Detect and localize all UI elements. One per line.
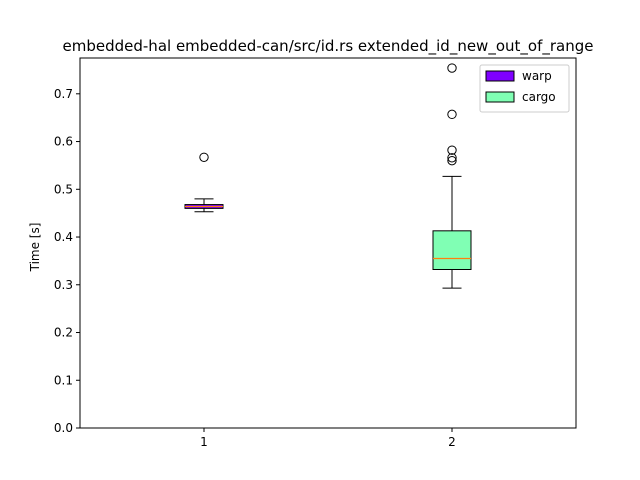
y-tick-label: 0.3 — [54, 278, 73, 292]
y-tick-label: 0.6 — [54, 135, 73, 149]
y-tick-label: 0.7 — [54, 87, 73, 101]
plot-area — [79, 57, 577, 429]
y-tick-label: 0.4 — [54, 230, 73, 244]
outlier-point — [447, 155, 457, 166]
x-tick-label: 1 — [200, 435, 208, 449]
outlier-point — [447, 153, 457, 163]
y-axis-label: Time [s] — [28, 223, 42, 273]
box-cargo — [432, 63, 472, 289]
y-tick-label: 0.5 — [54, 182, 73, 196]
legend-swatch-cargo — [485, 91, 515, 103]
chart-title: embedded-hal embedded-can/src/id.rs exte… — [63, 37, 594, 56]
x-tick-label: 2 — [448, 435, 456, 449]
outlier-point — [447, 109, 457, 120]
outlier-point — [447, 145, 457, 155]
axes-frame — [79, 57, 577, 429]
y-tick-label: 0.2 — [54, 326, 73, 340]
legend-label-warp: warp — [522, 69, 552, 83]
y-axis: 0.0 0.1 0.2 0.3 0.4 0.5 0.6 0.7 — [54, 87, 80, 435]
outlier-point — [447, 63, 457, 73]
y-tick-label: 0.0 — [54, 421, 73, 435]
outlier-point — [199, 152, 209, 163]
legend-swatch-warp — [485, 70, 515, 82]
y-tick-label: 0.1 — [54, 373, 73, 387]
legend-label-cargo: cargo — [522, 90, 556, 104]
box-warp — [184, 152, 224, 213]
box-body — [432, 230, 472, 270]
legend: warp cargo — [479, 64, 570, 113]
